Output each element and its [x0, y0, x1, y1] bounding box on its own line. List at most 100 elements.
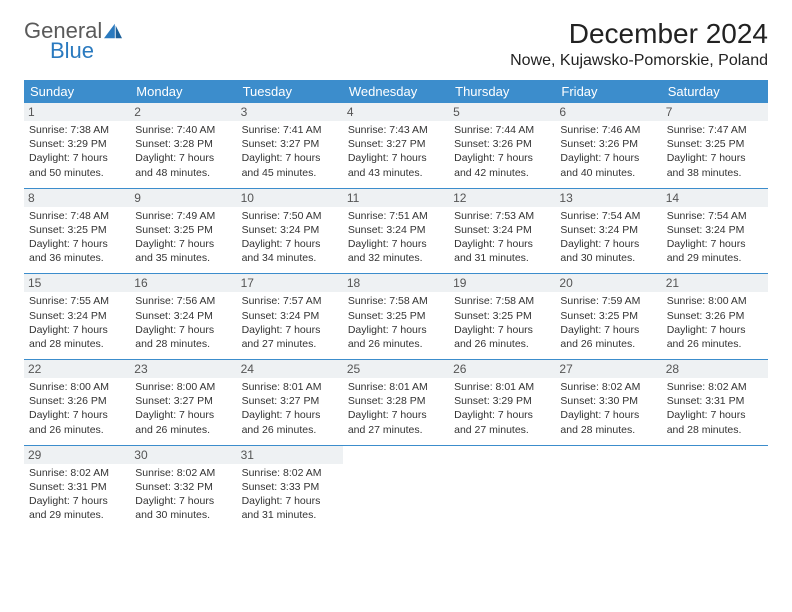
day-cell: . [555, 446, 661, 531]
sunset-line: Sunset: 3:27 PM [242, 137, 338, 151]
sunset-line: Sunset: 3:24 PM [135, 309, 231, 323]
day-number: 6 [555, 103, 661, 121]
day-number: 8 [24, 189, 130, 207]
day-number: 4 [343, 103, 449, 121]
day-number: 25 [343, 360, 449, 378]
day-number: 15 [24, 274, 130, 292]
day-number: 9 [130, 189, 236, 207]
day-cell: 31Sunrise: 8:02 AMSunset: 3:33 PMDayligh… [237, 446, 343, 531]
daylight-line: Daylight: 7 hours and 28 minutes. [135, 323, 231, 351]
sunrise-line: Sunrise: 8:01 AM [242, 380, 338, 394]
daylight-line: Daylight: 7 hours and 28 minutes. [29, 323, 125, 351]
day-number: 3 [237, 103, 343, 121]
sunset-line: Sunset: 3:24 PM [348, 223, 444, 237]
day-number: 16 [130, 274, 236, 292]
sunset-line: Sunset: 3:26 PM [560, 137, 656, 151]
daylight-line: Daylight: 7 hours and 42 minutes. [454, 151, 550, 179]
day-number: 29 [24, 446, 130, 464]
day-number: 23 [130, 360, 236, 378]
sunset-line: Sunset: 3:27 PM [348, 137, 444, 151]
sunset-line: Sunset: 3:30 PM [560, 394, 656, 408]
title-block: December 2024 Nowe, Kujawsko-Pomorskie, … [510, 18, 768, 70]
day-cell: 3Sunrise: 7:41 AMSunset: 3:27 PMDaylight… [237, 103, 343, 188]
daylight-line: Daylight: 7 hours and 27 minutes. [348, 408, 444, 436]
day-cell: 14Sunrise: 7:54 AMSunset: 3:24 PMDayligh… [662, 189, 768, 274]
day-cell: 22Sunrise: 8:00 AMSunset: 3:26 PMDayligh… [24, 360, 130, 445]
sunrise-line: Sunrise: 7:50 AM [242, 209, 338, 223]
sunrise-line: Sunrise: 7:44 AM [454, 123, 550, 137]
week-row: 8Sunrise: 7:48 AMSunset: 3:25 PMDaylight… [24, 188, 768, 274]
sunset-line: Sunset: 3:26 PM [29, 394, 125, 408]
week-row: 22Sunrise: 8:00 AMSunset: 3:26 PMDayligh… [24, 359, 768, 445]
day-cell: 7Sunrise: 7:47 AMSunset: 3:25 PMDaylight… [662, 103, 768, 188]
day-header: Wednesday [343, 80, 449, 103]
daylight-line: Daylight: 7 hours and 26 minutes. [135, 408, 231, 436]
day-number: 24 [237, 360, 343, 378]
sunrise-line: Sunrise: 7:49 AM [135, 209, 231, 223]
day-header: Tuesday [237, 80, 343, 103]
day-cell: 19Sunrise: 7:58 AMSunset: 3:25 PMDayligh… [449, 274, 555, 359]
day-cell: 17Sunrise: 7:57 AMSunset: 3:24 PMDayligh… [237, 274, 343, 359]
sunrise-line: Sunrise: 8:00 AM [667, 294, 763, 308]
sunrise-line: Sunrise: 7:41 AM [242, 123, 338, 137]
day-cell: 9Sunrise: 7:49 AMSunset: 3:25 PMDaylight… [130, 189, 236, 274]
header: General Blue December 2024 Nowe, Kujawsk… [24, 18, 768, 70]
sunset-line: Sunset: 3:28 PM [348, 394, 444, 408]
day-number: 28 [662, 360, 768, 378]
daylight-line: Daylight: 7 hours and 29 minutes. [29, 494, 125, 522]
daylight-line: Daylight: 7 hours and 28 minutes. [560, 408, 656, 436]
day-cell: . [449, 446, 555, 531]
sunset-line: Sunset: 3:25 PM [560, 309, 656, 323]
sunrise-line: Sunrise: 7:59 AM [560, 294, 656, 308]
sunset-line: Sunset: 3:24 PM [242, 223, 338, 237]
day-number: 26 [449, 360, 555, 378]
sunset-line: Sunset: 3:26 PM [667, 309, 763, 323]
daylight-line: Daylight: 7 hours and 27 minutes. [454, 408, 550, 436]
day-cell: 27Sunrise: 8:02 AMSunset: 3:30 PMDayligh… [555, 360, 661, 445]
sunset-line: Sunset: 3:33 PM [242, 480, 338, 494]
day-cell: 29Sunrise: 8:02 AMSunset: 3:31 PMDayligh… [24, 446, 130, 531]
daylight-line: Daylight: 7 hours and 26 minutes. [29, 408, 125, 436]
daylight-line: Daylight: 7 hours and 50 minutes. [29, 151, 125, 179]
day-number: 20 [555, 274, 661, 292]
sunrise-line: Sunrise: 7:47 AM [667, 123, 763, 137]
sunset-line: Sunset: 3:25 PM [667, 137, 763, 151]
daylight-line: Daylight: 7 hours and 35 minutes. [135, 237, 231, 265]
day-cell: 6Sunrise: 7:46 AMSunset: 3:26 PMDaylight… [555, 103, 661, 188]
sunset-line: Sunset: 3:24 PM [667, 223, 763, 237]
sunrise-line: Sunrise: 8:02 AM [667, 380, 763, 394]
day-cell: . [662, 446, 768, 531]
day-header: Sunday [24, 80, 130, 103]
sunset-line: Sunset: 3:27 PM [242, 394, 338, 408]
sunrise-line: Sunrise: 7:58 AM [348, 294, 444, 308]
sunrise-line: Sunrise: 8:00 AM [135, 380, 231, 394]
sunset-line: Sunset: 3:25 PM [348, 309, 444, 323]
sunset-line: Sunset: 3:32 PM [135, 480, 231, 494]
sunrise-line: Sunrise: 7:54 AM [667, 209, 763, 223]
sunrise-line: Sunrise: 7:40 AM [135, 123, 231, 137]
sail-icon [102, 22, 124, 40]
sunrise-line: Sunrise: 7:53 AM [454, 209, 550, 223]
sunrise-line: Sunrise: 8:02 AM [242, 466, 338, 480]
logo-text-blue: Blue [50, 38, 124, 64]
sunrise-line: Sunrise: 7:54 AM [560, 209, 656, 223]
sunrise-line: Sunrise: 7:58 AM [454, 294, 550, 308]
sunset-line: Sunset: 3:24 PM [29, 309, 125, 323]
sunset-line: Sunset: 3:26 PM [454, 137, 550, 151]
month-title: December 2024 [510, 18, 768, 50]
daylight-line: Daylight: 7 hours and 26 minutes. [667, 323, 763, 351]
daylight-line: Daylight: 7 hours and 38 minutes. [667, 151, 763, 179]
day-number: 31 [237, 446, 343, 464]
daylight-line: Daylight: 7 hours and 30 minutes. [135, 494, 231, 522]
day-cell: 1Sunrise: 7:38 AMSunset: 3:29 PMDaylight… [24, 103, 130, 188]
sunset-line: Sunset: 3:29 PM [454, 394, 550, 408]
sunset-line: Sunset: 3:29 PM [29, 137, 125, 151]
day-number: 27 [555, 360, 661, 378]
sunrise-line: Sunrise: 7:43 AM [348, 123, 444, 137]
location: Nowe, Kujawsko-Pomorskie, Poland [510, 52, 768, 70]
day-number: 11 [343, 189, 449, 207]
sunrise-line: Sunrise: 7:48 AM [29, 209, 125, 223]
day-header: Saturday [662, 80, 768, 103]
day-cell: 2Sunrise: 7:40 AMSunset: 3:28 PMDaylight… [130, 103, 236, 188]
sunrise-line: Sunrise: 7:46 AM [560, 123, 656, 137]
